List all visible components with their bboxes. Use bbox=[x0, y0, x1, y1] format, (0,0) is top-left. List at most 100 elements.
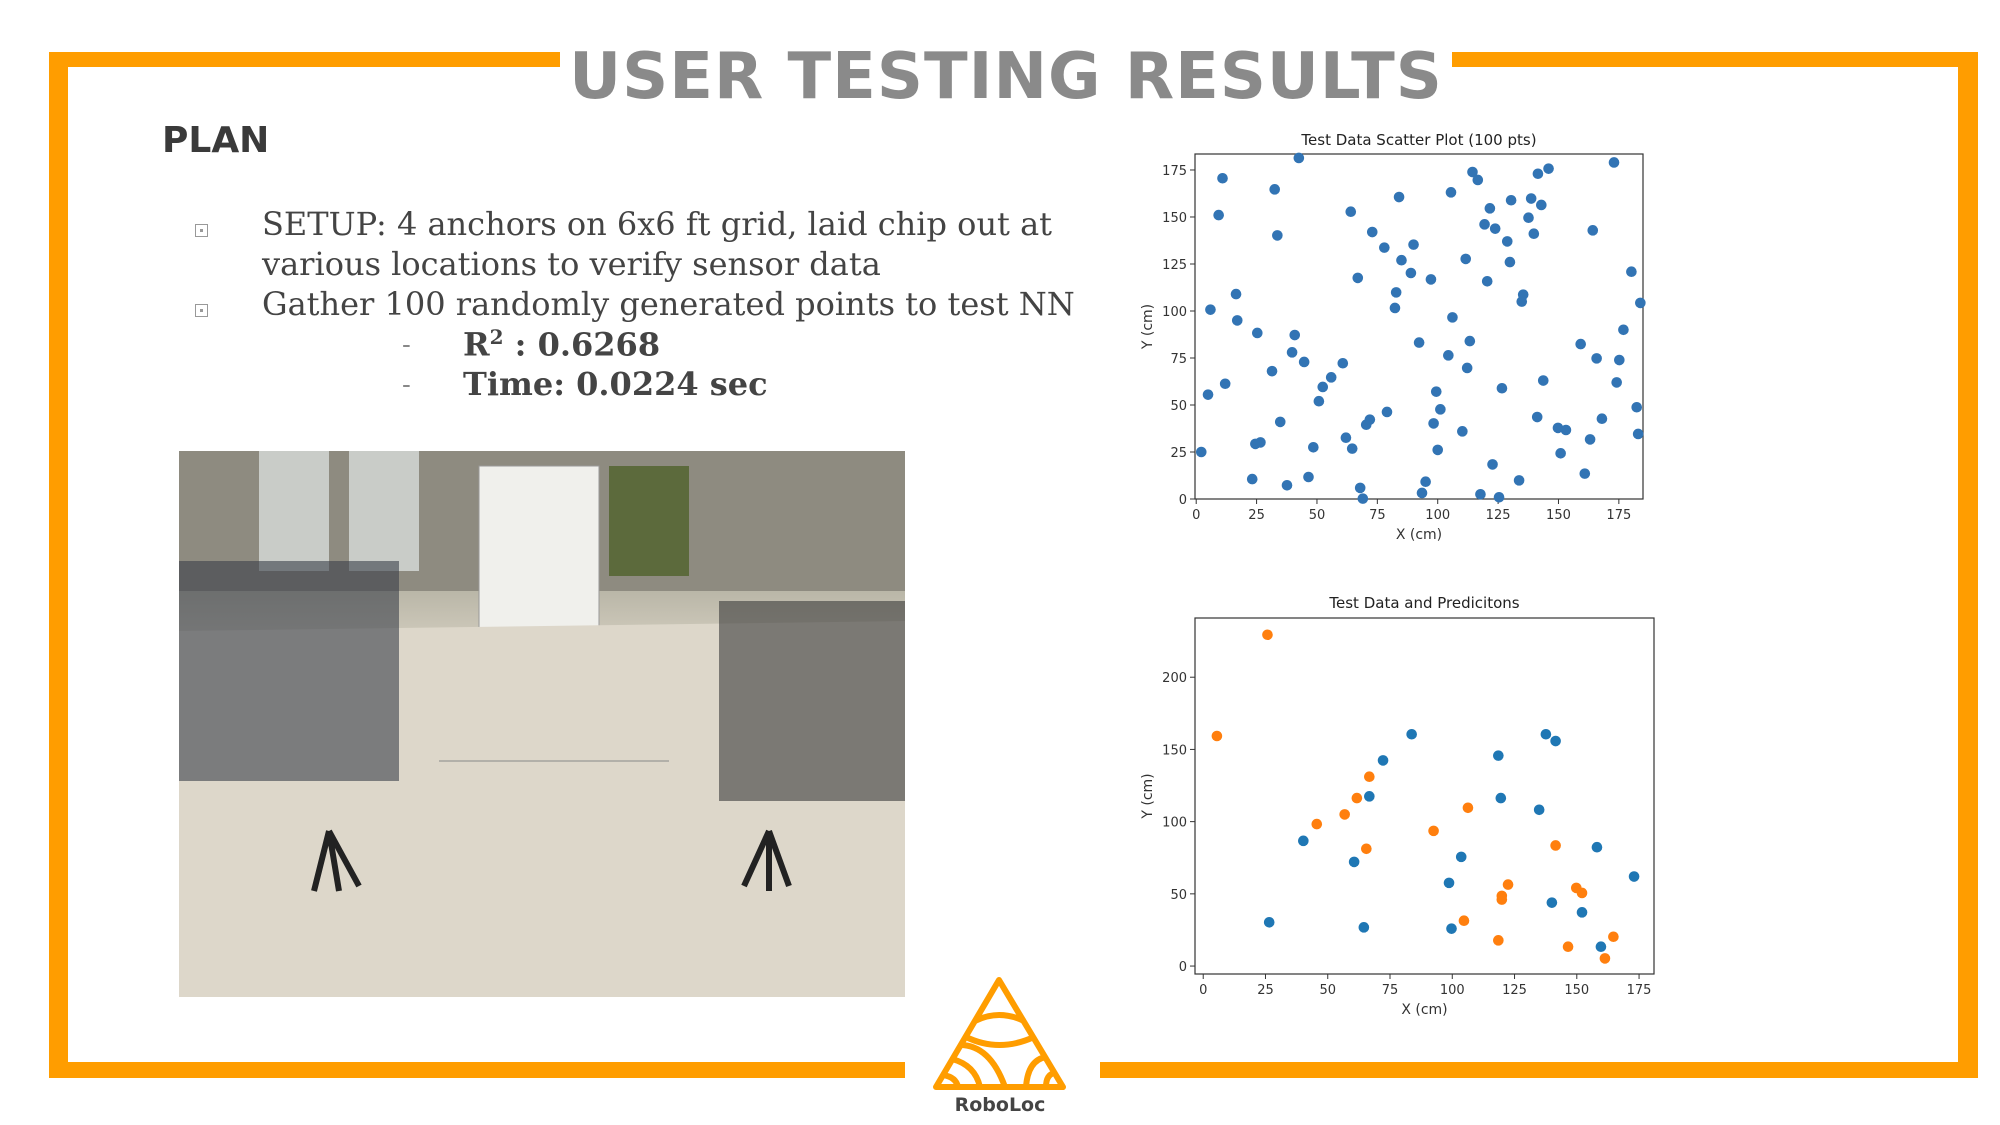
plot-area bbox=[1194, 617, 1655, 975]
data-point-series-0 bbox=[1213, 209, 1224, 221]
frame-bottom-left bbox=[49, 1062, 905, 1078]
data-point-series-0 bbox=[1266, 365, 1278, 377]
data-point-series-0 bbox=[1425, 274, 1437, 285]
data-point-series-1 bbox=[1576, 887, 1588, 899]
data-point-series-0 bbox=[1317, 381, 1329, 393]
data-point-series-0 bbox=[1205, 304, 1216, 315]
x-tick-label: 25 bbox=[1248, 508, 1265, 523]
x-axis-label: X (cm) bbox=[1401, 1002, 1447, 1018]
bullet-setup-line2: various locations to verify sensor data bbox=[262, 245, 881, 283]
data-point-series-0 bbox=[1611, 377, 1622, 388]
x-tick-label: 25 bbox=[1257, 983, 1274, 998]
x-tick-label: 50 bbox=[1319, 983, 1336, 998]
data-point-series-0 bbox=[1614, 354, 1625, 366]
data-point-series-0 bbox=[1528, 228, 1540, 240]
data-point-series-0 bbox=[1298, 835, 1309, 847]
x-tick-label: 0 bbox=[1192, 508, 1200, 523]
bullet-marker-icon bbox=[195, 304, 208, 317]
y-tick-label: 75 bbox=[1170, 352, 1187, 367]
section-heading: PLAN bbox=[162, 120, 270, 161]
data-point-series-0 bbox=[1289, 329, 1301, 341]
frame-top-left bbox=[49, 52, 560, 67]
y-tick-label: 125 bbox=[1162, 258, 1187, 273]
data-point-series-1 bbox=[1502, 879, 1514, 890]
data-point-series-0 bbox=[1576, 907, 1588, 918]
x-tick-label: 150 bbox=[1564, 983, 1589, 998]
data-point-series-0 bbox=[1325, 372, 1337, 383]
data-point-series-0 bbox=[1443, 877, 1455, 889]
data-point-series-0 bbox=[1475, 488, 1486, 500]
slide-title: USER TESTING RESULTS bbox=[569, 40, 1443, 114]
r2-value: : 0.6268 bbox=[503, 325, 661, 364]
data-point-series-0 bbox=[1631, 401, 1643, 413]
data-point-series-0 bbox=[1274, 416, 1286, 428]
bullet-gather: Gather 100 randomly generated points to … bbox=[262, 285, 1075, 323]
data-point-series-0 bbox=[1552, 422, 1564, 434]
bullet-marker-icon bbox=[195, 224, 208, 237]
y-tick-label: 200 bbox=[1162, 671, 1187, 686]
data-point-series-0 bbox=[1293, 152, 1305, 164]
data-point-series-0 bbox=[1352, 272, 1364, 284]
data-point-series-0 bbox=[1246, 473, 1258, 485]
data-point-series-0 bbox=[1531, 411, 1543, 423]
data-point-series-0 bbox=[1517, 289, 1529, 300]
data-point-series-1 bbox=[1361, 843, 1372, 855]
y-tick-label: 175 bbox=[1162, 164, 1187, 179]
data-point-series-0 bbox=[1337, 357, 1349, 369]
x-tick-label: 50 bbox=[1309, 508, 1326, 523]
data-point-series-0 bbox=[1493, 750, 1504, 761]
y-tick-label: 25 bbox=[1170, 446, 1187, 461]
frame-left bbox=[49, 52, 68, 1078]
x-tick-label: 125 bbox=[1502, 983, 1527, 998]
data-point-series-0 bbox=[1377, 755, 1389, 766]
x-tick-label: 125 bbox=[1486, 508, 1511, 523]
r2-superscript: 2 bbox=[489, 325, 504, 349]
data-point-series-0 bbox=[1389, 302, 1401, 314]
data-point-series-0 bbox=[1447, 312, 1458, 323]
data-point-series-0 bbox=[1303, 471, 1314, 483]
data-point-series-0 bbox=[1525, 193, 1537, 204]
data-point-series-0 bbox=[1446, 923, 1457, 934]
data-point-series-1 bbox=[1339, 809, 1350, 820]
data-point-series-0 bbox=[1252, 327, 1263, 339]
data-point-series-0 bbox=[1346, 443, 1358, 454]
data-point-series-0 bbox=[1635, 297, 1646, 309]
data-point-series-0 bbox=[1354, 482, 1366, 494]
data-point-series-0 bbox=[1484, 203, 1496, 214]
data-point-series-0 bbox=[1584, 434, 1596, 445]
data-point-series-0 bbox=[1523, 212, 1534, 224]
frame-top-right bbox=[1452, 52, 1978, 67]
roboloc-logo-icon bbox=[933, 977, 1066, 1090]
data-point-series-0 bbox=[1443, 350, 1454, 361]
data-point-series-0 bbox=[1202, 389, 1214, 400]
data-point-series-0 bbox=[1618, 324, 1629, 336]
x-tick-label: 175 bbox=[1606, 508, 1631, 523]
y-axis-label: Y (cm) bbox=[1140, 773, 1156, 819]
data-point-series-0 bbox=[1505, 194, 1517, 206]
x-axis-label: X (cm) bbox=[1396, 527, 1442, 543]
data-point-series-0 bbox=[1298, 356, 1310, 368]
data-point-series-0 bbox=[1313, 395, 1325, 407]
data-point-series-0 bbox=[1345, 206, 1357, 218]
data-point-series-0 bbox=[1408, 239, 1419, 250]
chart-title: Test Data and Predicitons bbox=[1328, 594, 1519, 612]
data-point-series-0 bbox=[1487, 459, 1498, 470]
data-point-series-0 bbox=[1364, 791, 1375, 802]
data-point-series-0 bbox=[1632, 428, 1644, 440]
data-point-series-0 bbox=[1195, 446, 1207, 458]
sub-bullet-dash: - bbox=[402, 330, 411, 360]
plot-area bbox=[1194, 153, 1644, 500]
data-point-series-0 bbox=[1420, 476, 1431, 488]
data-point-series-1 bbox=[1462, 802, 1474, 814]
data-point-series-0 bbox=[1501, 236, 1513, 247]
y-tick-label: 0 bbox=[1179, 493, 1187, 508]
data-point-series-0 bbox=[1493, 492, 1505, 503]
y-tick-label: 50 bbox=[1170, 399, 1187, 414]
data-point-series-1 bbox=[1311, 818, 1323, 830]
x-tick-label: 100 bbox=[1425, 508, 1450, 523]
data-point-series-0 bbox=[1595, 941, 1607, 953]
data-point-series-0 bbox=[1381, 406, 1393, 418]
data-point-series-0 bbox=[1587, 225, 1599, 236]
frame-right bbox=[1958, 52, 1978, 1078]
data-point-series-0 bbox=[1340, 432, 1352, 444]
